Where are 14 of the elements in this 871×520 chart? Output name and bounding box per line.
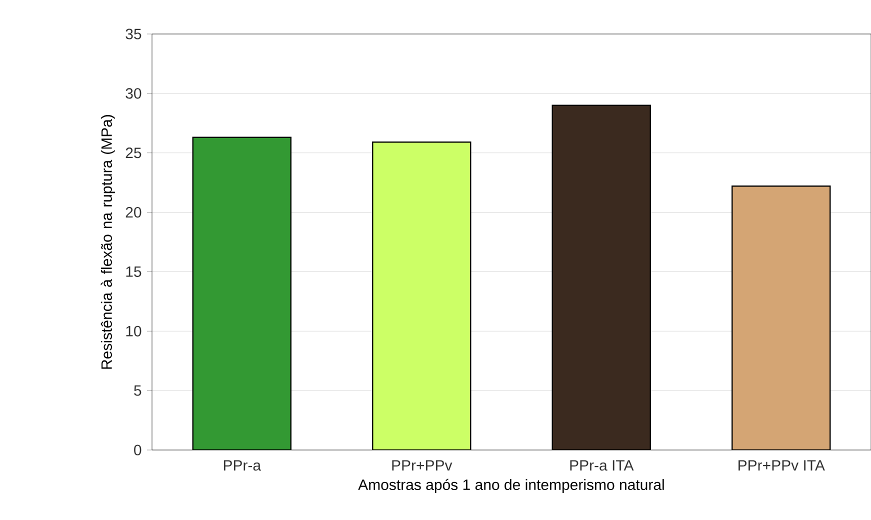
y-tick-label: 10 — [126, 326, 142, 336]
y-tick-label: 20 — [126, 206, 142, 218]
x-tick-label: PPr-a ITA — [570, 460, 634, 471]
y-tick-label: 5 — [134, 385, 142, 396]
x-tick-label: PPr+PPv — [392, 460, 452, 471]
x-tick-label: PPr-a — [224, 460, 262, 471]
y-axis-title: Resistência à flexão na ruptura (MPa) — [100, 115, 115, 369]
x-tick-label: PPr+PPv ITA — [738, 460, 825, 471]
y-tick-label: 15 — [126, 266, 142, 277]
x-axis-title: Amostras após 1 ano de intemperismo natural — [358, 478, 664, 494]
y-tick-label: 25 — [126, 148, 142, 158]
y-tick-label: 30 — [126, 88, 142, 99]
y-tick-label: 35 — [126, 28, 142, 40]
y-tick-label: 0 — [134, 444, 142, 456]
